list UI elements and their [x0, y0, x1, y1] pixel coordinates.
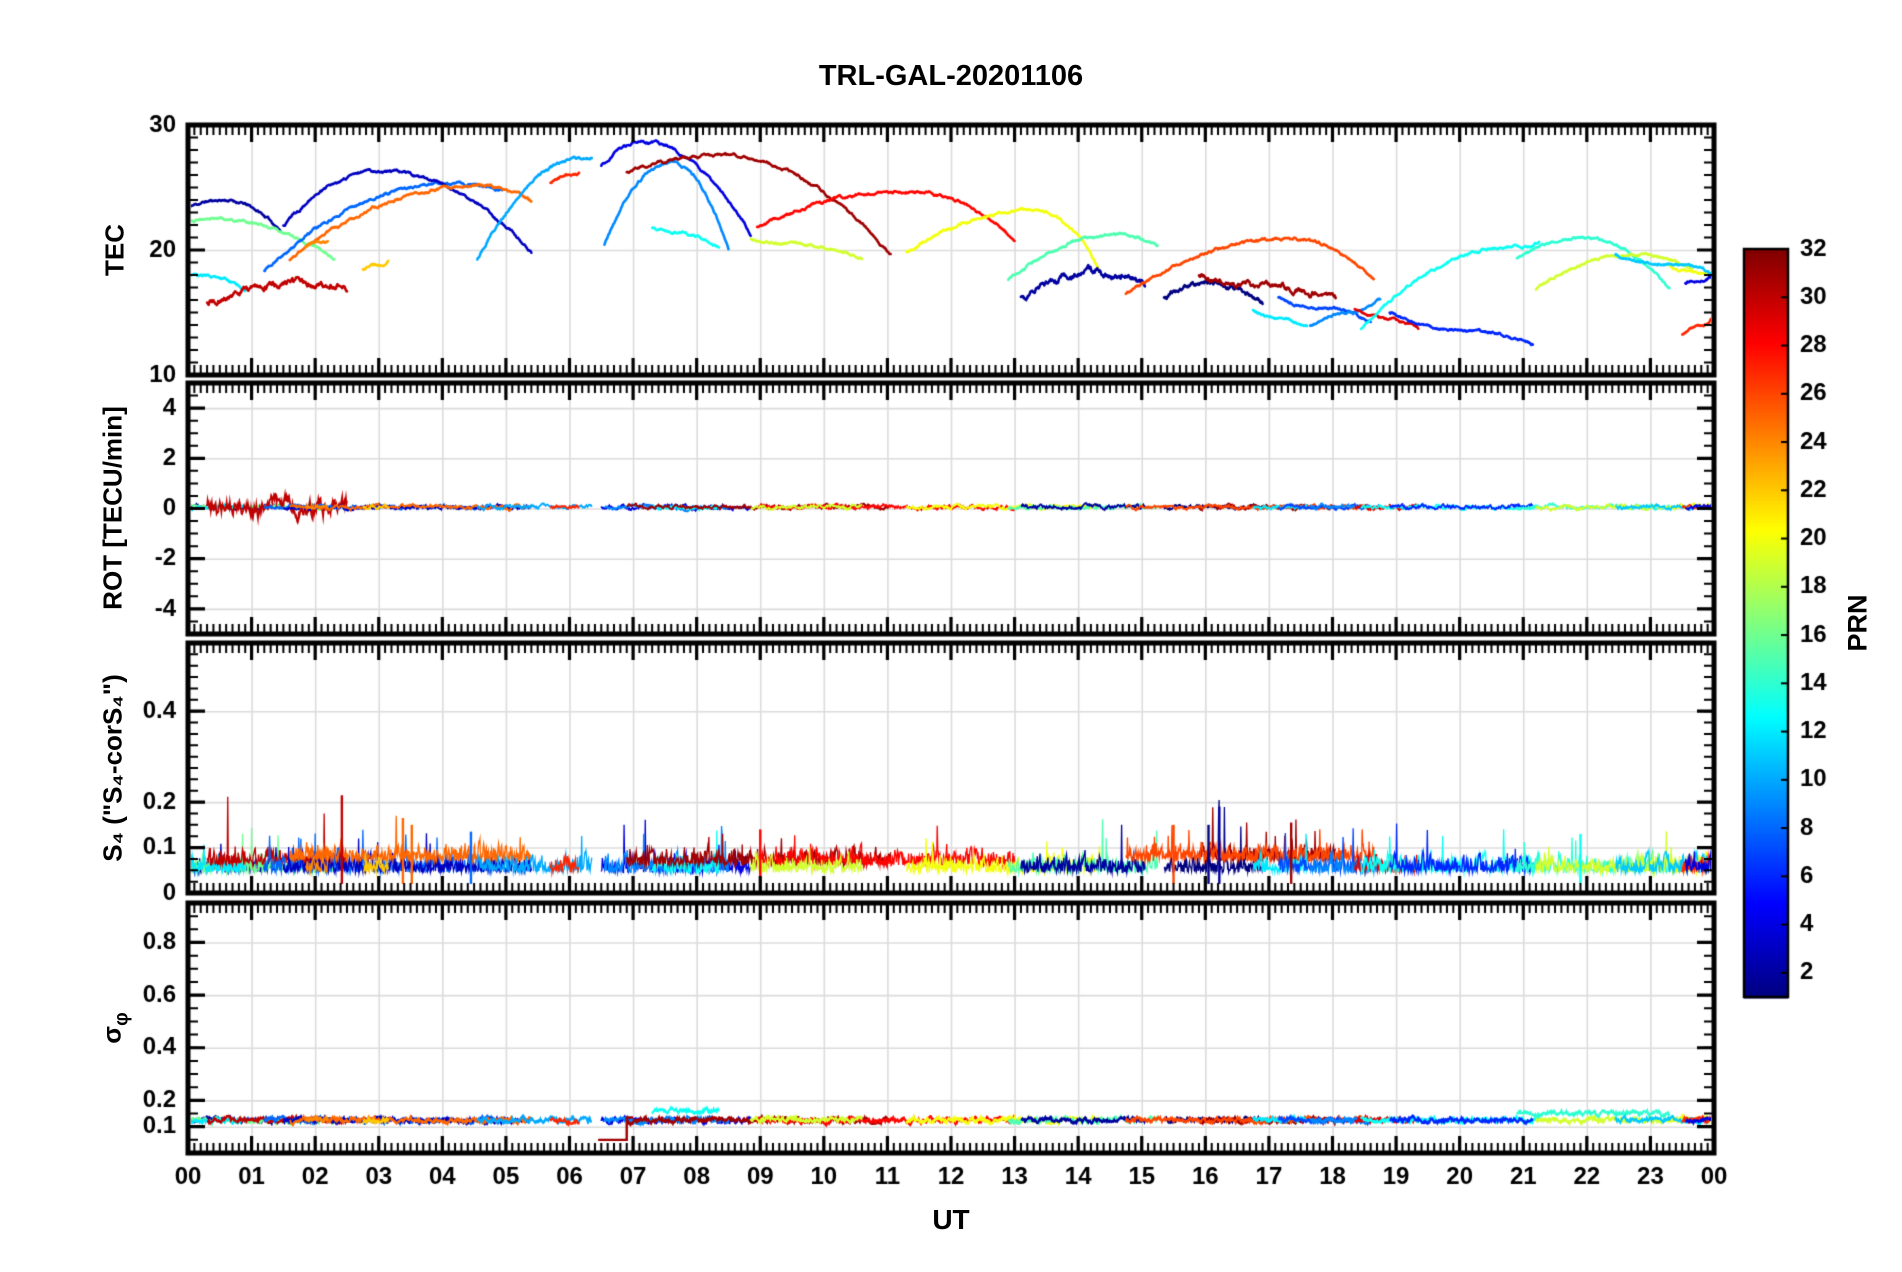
- colorbar-label: PRN: [1842, 594, 1873, 652]
- sigma-phi-axis-label: σφ: [97, 1012, 134, 1043]
- phi-subscript: φ: [111, 1012, 133, 1026]
- rot-axis-label: ROT [TECU/min]: [97, 406, 128, 610]
- sigma-symbol: σ: [96, 1025, 127, 1044]
- x-axis-label: UT: [932, 1204, 970, 1235]
- s4-axis-label: S₄ ("S₄-corS₄"): [97, 674, 128, 862]
- chart-title: TRL-GAL-20201106: [818, 60, 1084, 92]
- tec-axis-label: TEC: [99, 224, 130, 276]
